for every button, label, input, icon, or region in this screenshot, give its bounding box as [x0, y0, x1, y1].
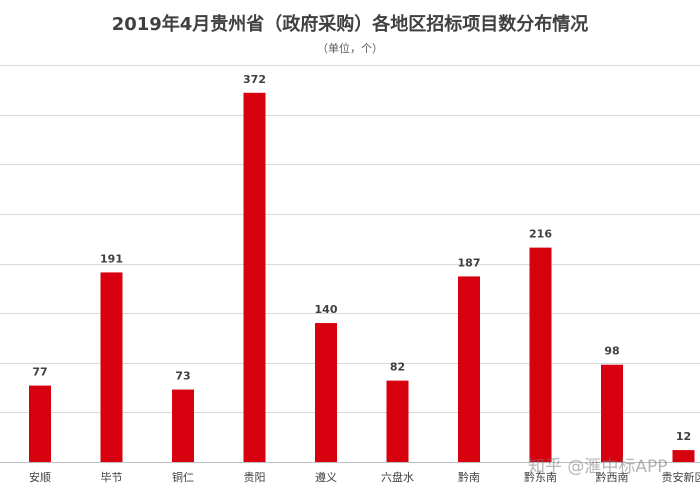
data-label-5: 82: [390, 361, 405, 374]
x-tick-label-0: 安顺: [29, 470, 51, 484]
data-label-4: 140: [315, 303, 338, 316]
data-label-7: 216: [529, 228, 552, 241]
x-tick-label-1: 毕节: [101, 471, 123, 484]
bar-7: [529, 247, 552, 462]
chart-title: 2019年4月贵州省（政府采购）各地区招标项目数分布情况: [111, 14, 589, 35]
bar-3: [243, 92, 266, 462]
bar-4: [315, 323, 337, 462]
x-tick-label-8: 黔西南: [596, 470, 629, 484]
x-tick-label-7: 黔东南: [524, 470, 557, 484]
bars: [29, 92, 695, 462]
data-labels: 77 191 73 372 140 82 187 216 98 12: [32, 73, 691, 443]
bar-1: [100, 272, 123, 462]
data-label-8: 98: [604, 345, 619, 358]
bar-9: [672, 450, 695, 462]
data-label-9: 12: [676, 430, 691, 443]
x-tick-label-9: 贵安新区: [662, 470, 700, 484]
x-tick-labels: 安顺 毕节 铜仁 贵阳 遵义 六盘水 黔南 黔东南 黔西南 贵安新区: [29, 470, 700, 484]
data-label-6: 187: [458, 256, 481, 269]
bar-2: [172, 389, 194, 462]
x-tick-label-4: 遵义: [315, 470, 337, 484]
data-label-2: 73: [175, 370, 190, 383]
x-tick-label-6: 黔南: [458, 470, 480, 484]
data-label-1: 191: [100, 252, 123, 265]
x-tick-label-5: 六盘水: [381, 470, 414, 484]
bar-6: [458, 276, 480, 462]
bar-8: [601, 364, 623, 462]
chart-subtitle: （单位，个）: [317, 42, 383, 55]
x-tick-label-3: 贵阳: [244, 471, 266, 484]
data-label-3: 372: [243, 73, 266, 86]
watermark: 知乎 @滙中标APP: [528, 457, 668, 477]
x-tick-label-2: 铜仁: [172, 470, 194, 484]
bar-0: [29, 385, 51, 462]
data-label-0: 77: [32, 366, 47, 379]
bar-5: [386, 380, 409, 462]
